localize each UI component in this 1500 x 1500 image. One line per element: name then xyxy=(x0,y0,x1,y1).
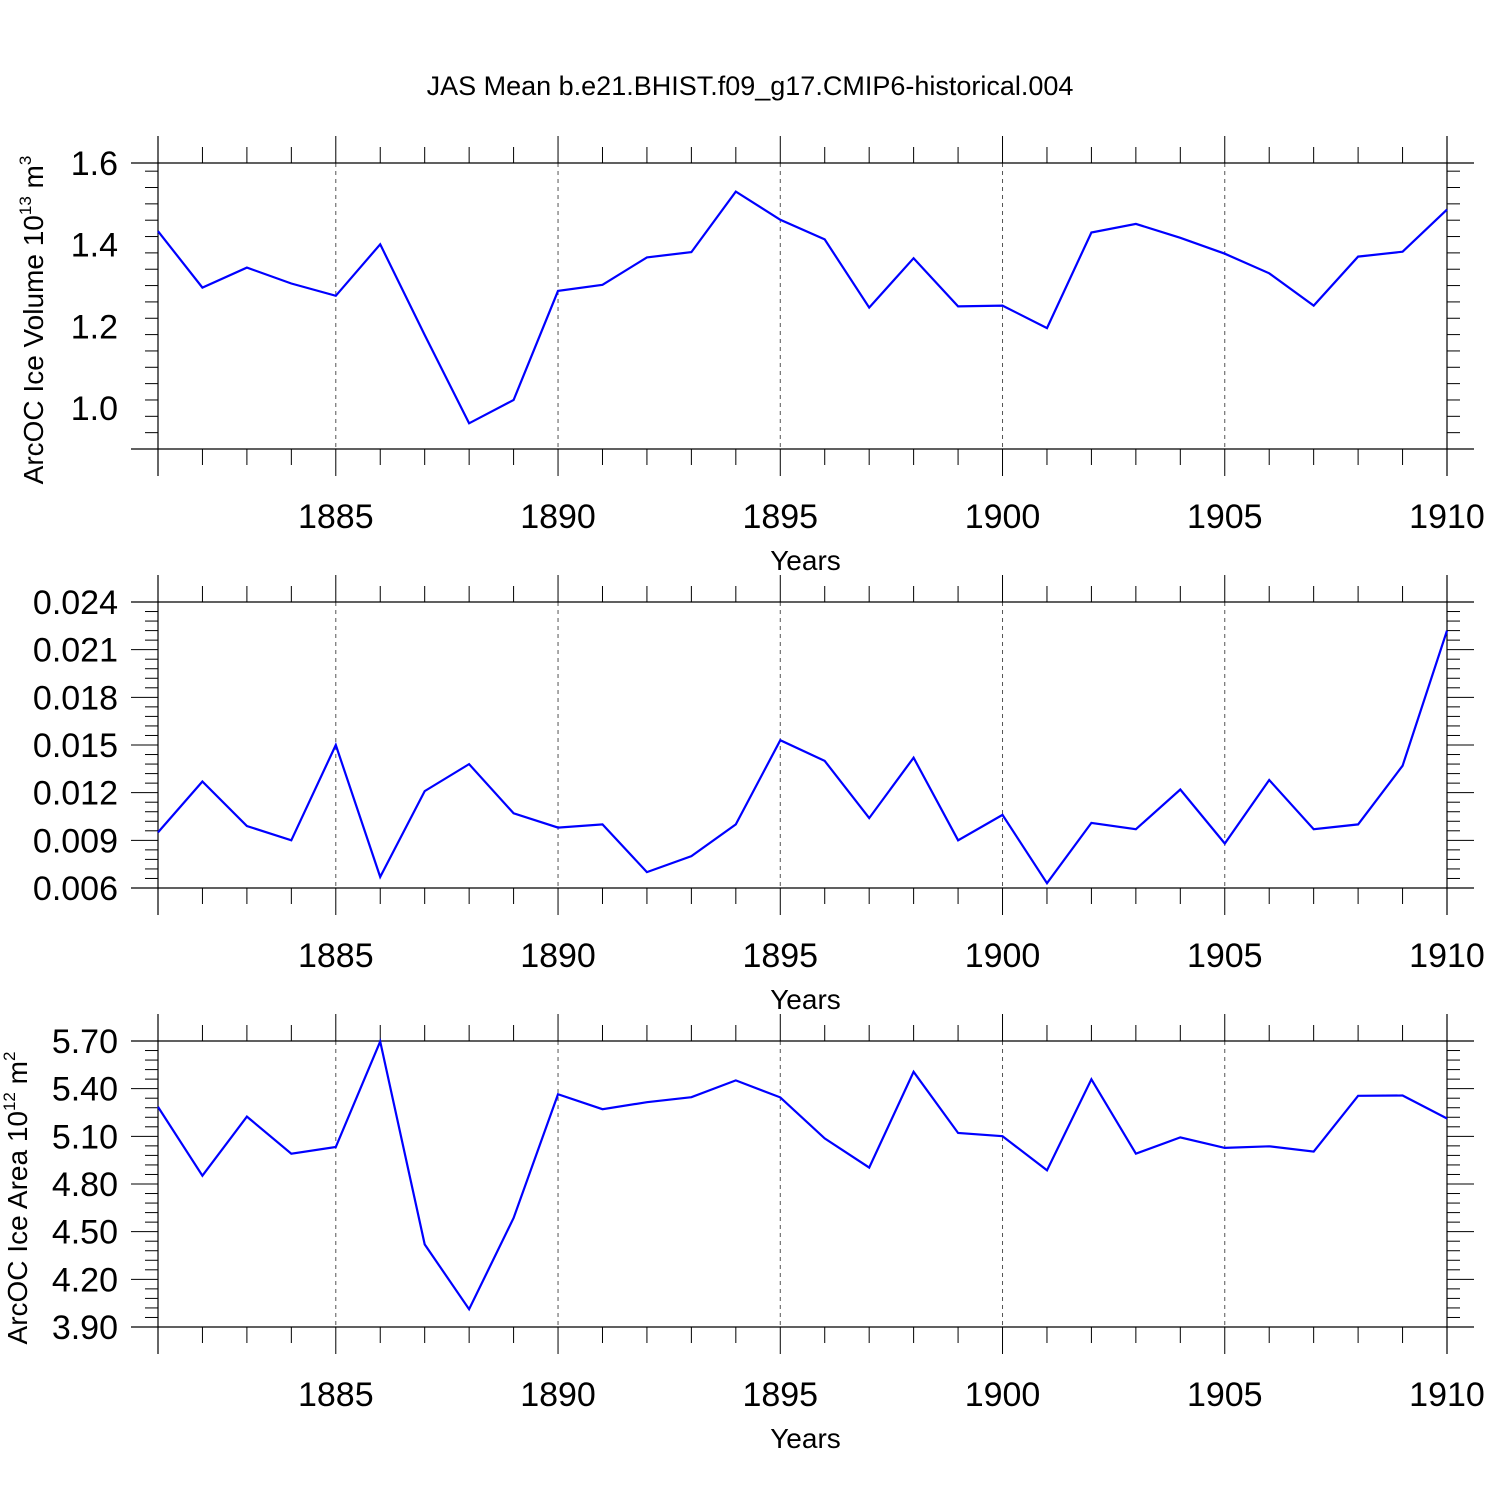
x-tick-label: 1895 xyxy=(742,498,818,536)
x-tick-label: 1885 xyxy=(298,498,374,536)
y-tick-label: 3.90 xyxy=(52,1309,118,1347)
y-axis-label: ArcOC Ice Area 1012 m2 xyxy=(0,1052,33,1345)
x-axis-label: Years xyxy=(770,984,841,1015)
x-tick-label: 1885 xyxy=(298,1376,374,1414)
x-tick-label: 1885 xyxy=(298,937,374,975)
y-tick-label: 1.0 xyxy=(71,390,118,428)
x-tick-label: 1895 xyxy=(742,1376,818,1414)
panel-1: 1.0 1.2 1.4 1.6 1885 1890 1895 1900 1905 1910 Year… xyxy=(16,136,1485,576)
figure-title: JAS Mean b.e21.BHIST.f09_g17.CMIP6-histo… xyxy=(427,71,1074,101)
y-tick-label: 0.021 xyxy=(33,632,118,670)
x-tick-label: 1890 xyxy=(520,937,596,975)
series-line xyxy=(157,1037,1448,1312)
x-tick-label: 1905 xyxy=(1187,498,1263,536)
panel-2: 0.006 0.009 0.012 0.015 0.018 0.021 0.024 1885 1… xyxy=(33,575,1485,1015)
series-line xyxy=(157,190,1448,425)
x-tick-label: 1900 xyxy=(965,498,1041,536)
x-tick-label: 1910 xyxy=(1409,1376,1485,1414)
series-line xyxy=(157,630,1449,886)
y-tick-label: 5.40 xyxy=(52,1071,118,1109)
x-tick-label: 1895 xyxy=(742,937,818,975)
y-tick-label: 0.015 xyxy=(33,727,118,765)
y-tick-label: 1.6 xyxy=(71,145,118,183)
y-tick-label: 0.018 xyxy=(33,679,118,717)
y-tick-label: 0.009 xyxy=(33,822,118,860)
y-axis-label: ArcOC Ice Volume 1013 m3 xyxy=(16,156,49,485)
y-tick-label: 1.2 xyxy=(71,308,118,346)
y-tick-label: 1.4 xyxy=(71,227,118,265)
y-tick-label: 4.50 xyxy=(52,1214,118,1252)
x-tick-label: 1890 xyxy=(520,498,596,536)
y-tick-label: 4.20 xyxy=(52,1261,118,1299)
x-axis-label: Years xyxy=(770,1423,841,1454)
x-tick-label: 1910 xyxy=(1409,937,1485,975)
y-tick-label: 0.024 xyxy=(33,584,118,622)
y-tick-label: 4.80 xyxy=(52,1166,118,1204)
x-tick-label: 1890 xyxy=(520,1376,596,1414)
x-tick-label: 1900 xyxy=(965,937,1041,975)
y-tick-label: 0.012 xyxy=(33,775,118,813)
x-axis-label: Years xyxy=(770,545,841,576)
panel-3: 3.90 4.20 4.50 4.80 5.10 5.40 5.70 1885 1890 1895… xyxy=(0,1014,1485,1454)
x-tick-label: 1905 xyxy=(1187,937,1263,975)
x-tick-label: 1900 xyxy=(965,1376,1041,1414)
y-tick-label: 5.10 xyxy=(52,1118,118,1156)
x-tick-label: 1910 xyxy=(1409,498,1485,536)
x-tick-label: 1905 xyxy=(1187,1376,1263,1414)
y-tick-label: 0.006 xyxy=(33,870,118,908)
y-tick-label: 5.70 xyxy=(52,1023,118,1061)
